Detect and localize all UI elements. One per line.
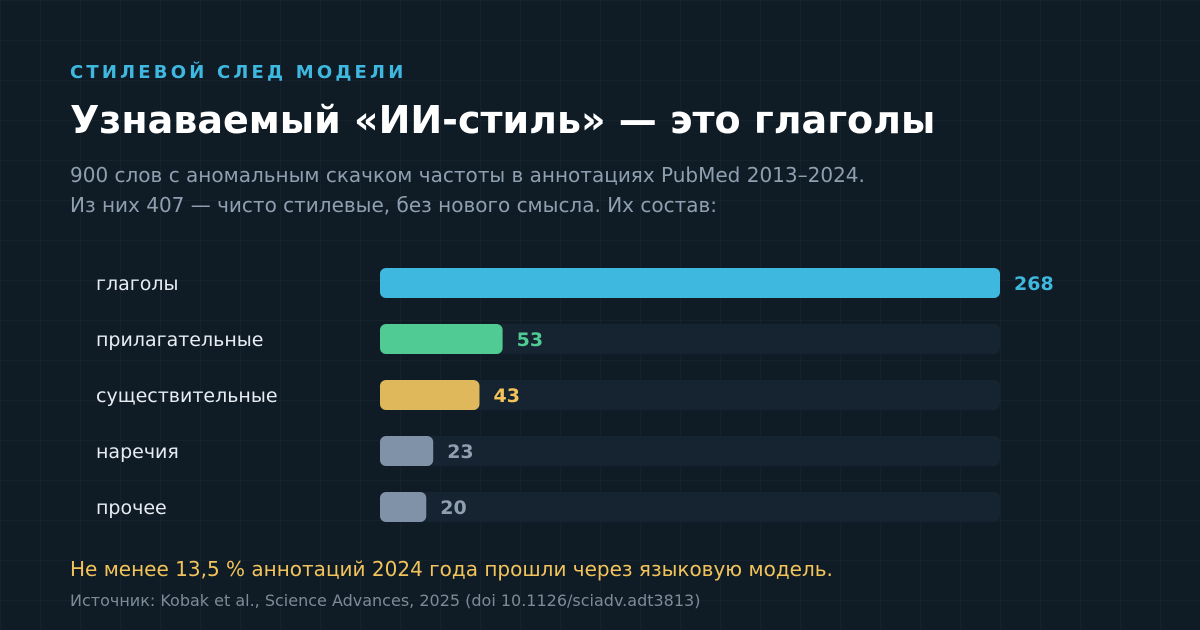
value-label: 43 [493, 385, 519, 407]
bar-track [380, 380, 1000, 410]
bar-2 [380, 380, 480, 410]
subtitle-line-1: 900 слов с аномальным скачком частоты в … [70, 163, 865, 187]
category-label: прилагательные [96, 329, 263, 351]
page-title: Узнаваемый «ИИ-стиль» — это глаголы [70, 98, 936, 142]
bar-track [380, 324, 1000, 354]
bar-track [380, 436, 1000, 466]
bar-1 [380, 324, 503, 354]
category-label: глаголы [96, 273, 179, 295]
category-label: существительные [96, 385, 278, 407]
value-label: 53 [517, 329, 543, 351]
category-label: наречия [96, 441, 179, 463]
source-citation: Источник: Kobak et al., Science Advances… [70, 591, 701, 610]
category-label: прочее [96, 497, 167, 519]
bar-0 [380, 268, 1000, 298]
bar-3 [380, 436, 434, 466]
subtitle-line-2: Из них 407 — чисто стилевые, без нового … [70, 193, 718, 217]
value-label: 20 [440, 497, 466, 519]
bar-track [380, 492, 1000, 522]
kicker: СТИЛЕВОЙ СЛЕД МОДЕЛИ [70, 62, 407, 83]
value-label: 268 [1014, 273, 1054, 295]
subtitle: 900 слов с аномальным скачком частоты в … [70, 160, 865, 220]
value-label: 23 [447, 441, 473, 463]
bar-4 [380, 492, 427, 522]
footnote-highlight: Не менее 13,5 % аннотаций 2024 года прош… [70, 557, 833, 581]
